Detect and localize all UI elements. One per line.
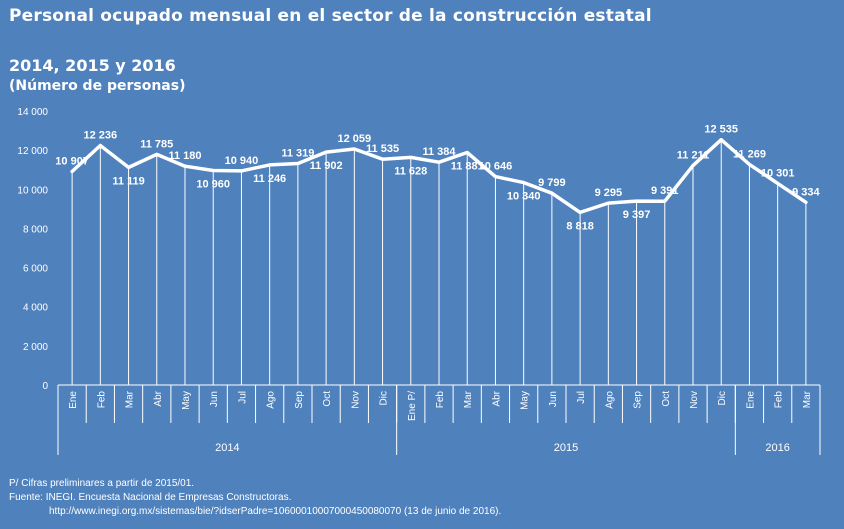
x-tick-label: Ene P/ (407, 391, 418, 421)
x-tick-label: Jul (576, 391, 587, 404)
year-group-label: 2016 (765, 442, 789, 454)
x-tick-label: Feb (774, 391, 785, 409)
x-tick-label: Feb (96, 391, 107, 409)
data-label: 11 119 (112, 175, 144, 187)
x-tick-label: Jul (237, 391, 248, 404)
year-group-label: 2015 (554, 442, 578, 454)
data-label: 11 211 (677, 150, 709, 162)
chart-subtitle: 2014, 2015 y 2016 (9, 56, 176, 75)
data-label: 11 881 (451, 160, 484, 172)
data-label: 9 391 (651, 185, 679, 197)
series-line (70, 137, 808, 215)
y-tick-label: 10 000 (17, 185, 48, 196)
data-label: 9 397 (623, 209, 651, 221)
data-label: 11 384 (422, 146, 456, 158)
data-label: 11 246 (253, 173, 286, 185)
y-tick-label: 8 000 (23, 224, 48, 235)
data-label: 11 319 (281, 147, 314, 159)
y-tick-label: 14 000 (17, 107, 48, 118)
data-label: 12 236 (84, 130, 118, 142)
data-label: 11 628 (394, 165, 427, 177)
data-label: 12 535 (704, 124, 738, 136)
y-tick-label: 6 000 (23, 264, 48, 275)
x-tick-label: Sep (633, 391, 644, 409)
data-label: 9 334 (792, 186, 820, 198)
x-tick-label: Dic (717, 391, 728, 405)
data-label: 11 535 (366, 143, 399, 155)
x-tick-label: Mar (802, 390, 813, 408)
x-tick-label: Nov (350, 391, 361, 409)
x-tick-label: Nov (689, 391, 700, 409)
data-label: 9 295 (595, 187, 623, 199)
chart-unit-label: (Número de personas) (9, 78, 186, 94)
data-label: 8 818 (566, 220, 594, 232)
x-tick-label: Sep (294, 391, 305, 409)
x-tick-label: Ago (604, 391, 615, 409)
x-tick-label: Dic (379, 391, 390, 405)
chart-footer: P/ Cifras preliminares a partir de 2015/… (9, 477, 501, 519)
data-label: 10 340 (507, 191, 541, 203)
y-tick-label: 12 000 (17, 146, 48, 157)
x-tick-label: May (520, 391, 531, 410)
data-label: 10 301 (761, 167, 795, 179)
x-tick-label: Ago (266, 391, 277, 409)
x-tick-label: Ene (68, 391, 79, 409)
footnote-url: http://www.inegi.org.mx/sistemas/bie/?id… (49, 506, 502, 517)
data-label: 11 180 (168, 150, 201, 162)
y-tick-label: 2 000 (23, 342, 48, 353)
x-tick-label: Abr (491, 390, 502, 406)
data-label: 11 785 (140, 138, 173, 150)
x-tick-label: Mar (463, 390, 474, 408)
x-tick-label: Oct (322, 391, 333, 407)
data-label: 11 902 (310, 160, 343, 172)
x-tick-label: Jun (209, 391, 220, 407)
data-label: 10 907 (55, 156, 89, 168)
year-group-label: 2014 (215, 442, 239, 454)
footnote-source: Fuente: INEGI. Encuesta Nacional de Empr… (9, 492, 292, 503)
data-label: 10 940 (225, 155, 259, 167)
data-label: 9 799 (538, 177, 566, 189)
x-tick-label: May (181, 391, 192, 410)
data-label: 11 269 (733, 148, 766, 160)
x-tick-label: Mar (125, 390, 136, 408)
footnote-preliminary: P/ Cifras preliminares a partir de 2015/… (9, 478, 195, 489)
x-tick-label: Feb (435, 391, 446, 409)
y-tick-label: 4 000 (23, 303, 48, 314)
data-label: 10 646 (479, 161, 513, 173)
x-tick-label: Ene (745, 391, 756, 409)
x-tick-label: Abr (153, 390, 164, 406)
chart-title: Personal ocupado mensual en el sector de… (9, 6, 652, 26)
y-tick-label: 0 (42, 381, 48, 392)
data-label: 10 960 (196, 178, 230, 190)
x-tick-label: Jun (548, 391, 559, 407)
x-tick-label: Oct (661, 391, 672, 407)
data-label: 12 059 (338, 133, 372, 145)
